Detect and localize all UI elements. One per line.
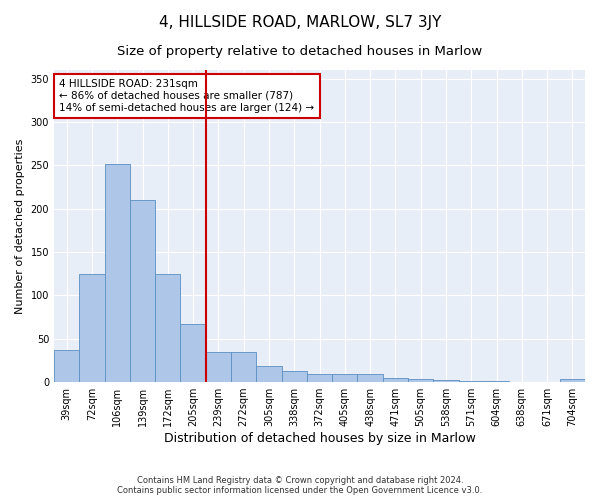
Bar — [433, 380, 458, 382]
Text: 4 HILLSIDE ROAD: 231sqm
← 86% of detached houses are smaller (787)
14% of semi-d: 4 HILLSIDE ROAD: 231sqm ← 86% of detache… — [59, 80, 314, 112]
Bar — [231, 352, 256, 382]
Bar — [307, 374, 332, 382]
Bar — [79, 274, 104, 382]
Bar — [458, 381, 484, 382]
Bar — [206, 352, 231, 382]
Bar — [155, 274, 181, 382]
Bar — [281, 371, 307, 382]
Bar — [484, 381, 509, 382]
Bar — [54, 350, 79, 382]
Text: Size of property relative to detached houses in Marlow: Size of property relative to detached ho… — [118, 45, 482, 58]
Text: 4, HILLSIDE ROAD, MARLOW, SL7 3JY: 4, HILLSIDE ROAD, MARLOW, SL7 3JY — [159, 15, 441, 30]
Bar — [408, 380, 433, 382]
Bar — [358, 374, 383, 382]
Bar — [332, 374, 358, 382]
Bar — [104, 164, 130, 382]
Text: Contains HM Land Registry data © Crown copyright and database right 2024.
Contai: Contains HM Land Registry data © Crown c… — [118, 476, 482, 495]
Bar — [181, 324, 206, 382]
X-axis label: Distribution of detached houses by size in Marlow: Distribution of detached houses by size … — [164, 432, 475, 445]
Bar — [383, 378, 408, 382]
Bar — [130, 200, 155, 382]
Y-axis label: Number of detached properties: Number of detached properties — [15, 138, 25, 314]
Bar — [560, 378, 585, 382]
Bar — [256, 366, 281, 382]
